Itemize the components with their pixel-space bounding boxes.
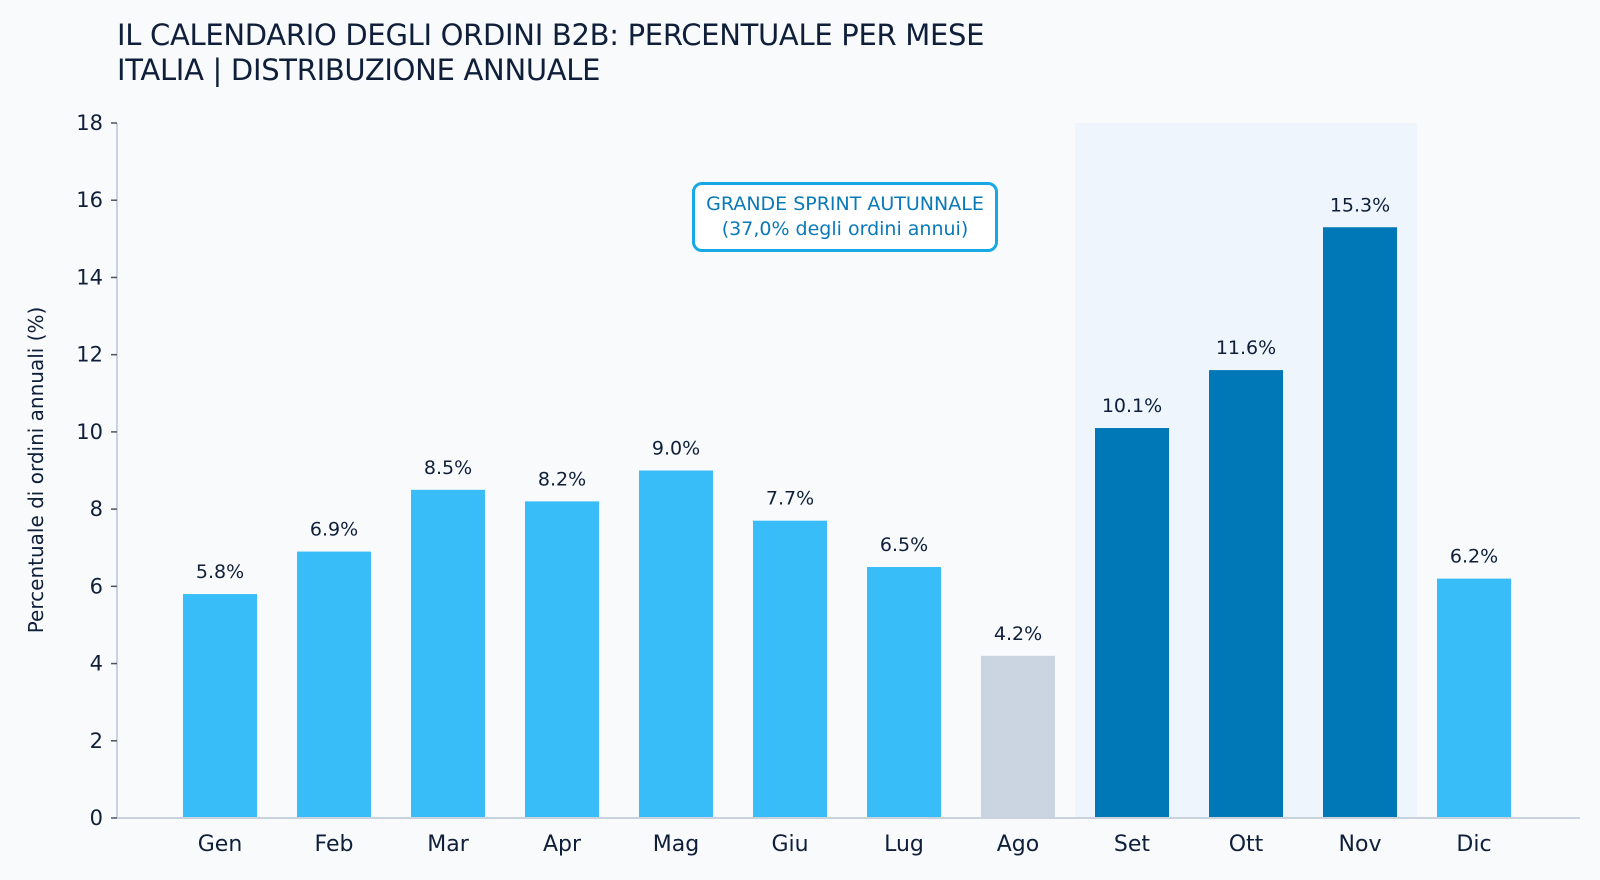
x-tick-label: Dic [1456,832,1491,857]
x-tick-label: Mar [427,832,469,857]
x-tick-label: Ott [1229,832,1264,857]
bar-value-label: 4.2% [994,623,1042,645]
bar-lug [867,567,941,818]
y-tick-label: 16 [76,188,103,212]
bar-nov [1323,227,1397,818]
bar-value-label: 10.1% [1102,395,1162,417]
x-tick-label: Gen [198,832,243,857]
bar-value-label: 9.0% [652,438,700,460]
x-tick-label: Lug [884,832,924,857]
y-tick-label: 14 [76,265,103,289]
bar-gen [183,594,257,818]
x-tick-label: Ago [997,832,1039,857]
y-tick-label: 12 [76,343,103,367]
bar-mar [411,489,485,818]
bar-mag [639,470,713,818]
y-tick-label: 18 [76,111,103,135]
annotation-box: GRANDE SPRINT AUTUNNALE (37,0% degli ord… [692,182,998,252]
x-tick-label: Set [1114,832,1151,857]
bar-value-label: 6.9% [310,519,358,541]
bar-ago [981,655,1055,818]
chart-title: IL CALENDARIO DEGLI ORDINI B2B: PERCENTU… [117,18,985,52]
x-tick-label: Giu [771,832,808,857]
y-tick-label: 4 [90,652,103,676]
bar-value-label: 5.8% [196,561,244,583]
chart-subtitle: ITALIA | DISTRIBUZIONE ANNUALE [117,53,601,87]
bar-feb [297,551,371,818]
bar-value-label: 8.2% [538,468,586,490]
x-tick-label: Mag [653,832,699,857]
y-tick-label: 0 [90,806,103,830]
bar-set [1095,428,1169,818]
bar-value-label: 11.6% [1216,337,1276,359]
x-tick-label: Apr [543,832,582,857]
annotation-line-2: (37,0% degli ordini annui) [721,218,969,240]
x-tick-label: Feb [315,832,354,857]
y-tick-label: 8 [90,497,103,521]
annotation-line-1: GRANDE SPRINT AUTUNNALE [706,193,984,215]
bar-value-label: 8.5% [424,457,472,479]
bar-value-label: 6.2% [1450,546,1498,568]
bar-value-label: 6.5% [880,534,928,556]
bar-value-label: 7.7% [766,488,814,510]
x-tick-label: Nov [1339,832,1382,857]
bar-value-label: 15.3% [1330,194,1390,216]
y-tick-label: 2 [90,729,103,753]
bar-dic [1437,578,1511,818]
bar-giu [753,520,827,818]
bar-ott [1209,370,1283,818]
y-tick-label: 6 [90,574,103,598]
bar-apr [525,501,599,818]
y-tick-label: 10 [76,420,103,444]
